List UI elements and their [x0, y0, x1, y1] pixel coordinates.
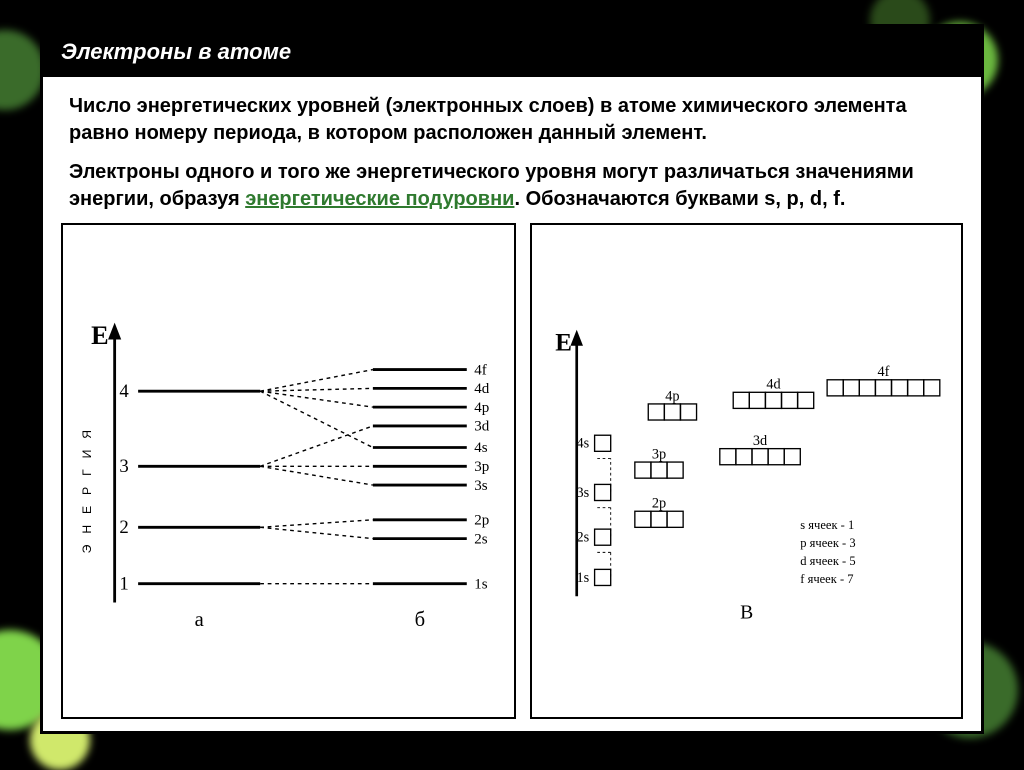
svg-text:1s: 1s [474, 576, 488, 592]
svg-text:3d: 3d [753, 433, 767, 449]
svg-text:1: 1 [119, 573, 128, 594]
svg-text:Э Н Е Р Г И Я: Э Н Е Р Г И Я [80, 426, 94, 553]
svg-text:p ячеек - 3: p ячеек - 3 [800, 536, 855, 550]
svg-text:2s: 2s [474, 531, 488, 547]
svg-text:В: В [740, 602, 753, 624]
slide-title: Электроны в атоме [61, 39, 291, 64]
slide-title-bar: Электроны в атоме [43, 27, 981, 77]
slide-text-content: Число энергетических уровней (электронны… [43, 77, 981, 223]
svg-text:4s: 4s [576, 436, 589, 452]
svg-text:E: E [91, 321, 109, 350]
diagrams-row: E Э Н Е Р Г И Я 1 2 3 4 1s 2s 2p 3s 3p 4s 3d 4p 4d 4f а б… [43, 223, 981, 731]
svg-text:3s: 3s [474, 478, 488, 494]
svg-text:4d: 4d [474, 381, 490, 397]
svg-text:4f: 4f [474, 362, 487, 378]
svg-text:2p: 2p [652, 496, 666, 512]
p2-b: . Обозначаются буквами s, p, d, f. [514, 188, 845, 210]
svg-text:s ячеек - 1: s ячеек - 1 [800, 518, 854, 532]
slide-card: Электроны в атоме Число энергетических у… [40, 24, 984, 734]
svg-text:3: 3 [119, 456, 128, 477]
svg-text:4d: 4d [766, 377, 780, 393]
paragraph-1: Число энергетических уровней (электронны… [69, 93, 955, 147]
svg-text:3s: 3s [576, 485, 589, 501]
svg-text:4: 4 [119, 381, 129, 402]
svg-text:3p: 3p [474, 459, 489, 475]
orbital-cells-diagram: E 1s 2s 2p 3s 3p 4s 3d 4p 4d 4f s ячеек - 1 p ячеек … [530, 223, 963, 719]
svg-text:3d: 3d [474, 419, 490, 435]
svg-text:E: E [555, 329, 572, 356]
svg-text:4p: 4p [474, 400, 489, 416]
p2-highlight: энергетические подуровни [245, 188, 514, 210]
svg-text:4f: 4f [877, 364, 889, 380]
svg-text:3p: 3p [652, 446, 666, 462]
paragraph-2: Электроны одного и того же энергетическо… [69, 159, 955, 213]
svg-text:б: б [415, 609, 426, 631]
svg-text:d ячеек - 5: d ячеек - 5 [800, 554, 855, 568]
svg-text:1s: 1s [576, 570, 589, 586]
energy-levels-diagram: E Э Н Е Р Г И Я 1 2 3 4 1s 2s 2p 3s 3p 4s 3d 4p 4d 4f а б [61, 223, 516, 719]
svg-text:2: 2 [119, 517, 128, 538]
svg-text:4s: 4s [474, 440, 488, 456]
svg-text:4p: 4p [665, 388, 679, 404]
svg-text:2s: 2s [576, 530, 589, 546]
svg-text:2p: 2p [474, 513, 489, 529]
svg-text:а: а [195, 609, 204, 631]
svg-text:f ячеек - 7: f ячеек - 7 [800, 572, 853, 586]
